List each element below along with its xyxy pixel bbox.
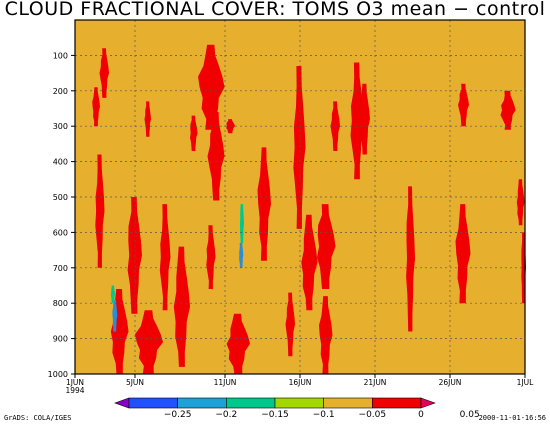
region-13 xyxy=(226,313,250,374)
x-tick-label-4: 21JUN xyxy=(364,378,387,387)
x-tick-label-3: 16JUN xyxy=(289,378,312,387)
colorbar-label-1: −0.2 xyxy=(215,410,237,420)
colorbar-label-5: 0 xyxy=(418,410,424,420)
region-27 xyxy=(500,90,516,130)
colorbar-right-arrow xyxy=(420,397,436,409)
region-30 xyxy=(112,299,118,332)
y-tick-label-2: 300 xyxy=(53,122,68,131)
region-26 xyxy=(458,83,469,127)
colorbar-label-6: 0.05 xyxy=(460,410,480,420)
region-17 xyxy=(293,66,306,229)
x-tick-label-0-line2: 1994 xyxy=(65,386,84,395)
region-28 xyxy=(516,179,525,226)
y-tick-label-9: 1000 xyxy=(48,370,68,379)
y-tick-label-3: 400 xyxy=(53,158,68,167)
region-2 xyxy=(95,154,105,268)
region-0 xyxy=(92,87,100,127)
x-tick-label-6: 1JUL xyxy=(517,378,534,387)
grid-lines xyxy=(75,20,525,374)
colorbar-left-arrow xyxy=(114,397,130,409)
region-23 xyxy=(359,83,370,155)
region-18 xyxy=(301,214,318,311)
colorbar-swatch-3 xyxy=(226,397,276,409)
x-tick-label-0: 1JUN xyxy=(66,378,84,387)
region-10 xyxy=(198,44,225,130)
region-31 xyxy=(110,285,115,304)
y-tick-label-1: 200 xyxy=(53,87,68,96)
colorbar-label-3: −0.1 xyxy=(313,410,335,420)
region-7 xyxy=(159,204,171,311)
y-tick-label-5: 600 xyxy=(53,228,68,237)
colorbar-swatch-1 xyxy=(128,397,178,409)
y-tick-label-7: 800 xyxy=(53,299,68,308)
x-tick-label-1: 5JUN xyxy=(126,378,144,387)
footer-left-credit: GrADS: COLA/IGES xyxy=(4,414,72,422)
colorbar-label-2: −0.15 xyxy=(261,410,289,420)
y-tick-label-8: 900 xyxy=(53,335,68,344)
footer-right-timestamp: 2000-11-01-16:56 xyxy=(478,414,546,422)
y-tick-label-4: 500 xyxy=(53,193,68,202)
region-5 xyxy=(135,310,163,374)
region-24 xyxy=(406,186,415,332)
colorbar-swatch-4 xyxy=(274,397,324,409)
region-16 xyxy=(285,292,295,357)
region-32 xyxy=(239,243,244,268)
y-tick-label-6: 700 xyxy=(53,264,68,273)
region-12 xyxy=(206,225,216,289)
colorbar-label-4: −0.05 xyxy=(359,410,387,420)
x-tick-label-5: 26JUN xyxy=(439,378,462,387)
chart-title: CLOUD FRACTIONAL COVER: TOMS O3 mean − c… xyxy=(4,0,546,20)
colorbar-swatch-2 xyxy=(177,397,227,409)
region-11 xyxy=(207,112,225,201)
region-8 xyxy=(173,246,190,367)
region-20 xyxy=(319,296,333,374)
colorbar-label-0: −0.25 xyxy=(164,410,192,420)
region-6 xyxy=(144,101,151,137)
colorbar-swatch-5 xyxy=(323,397,373,409)
colorbar-swatch-6 xyxy=(372,397,422,409)
y-tick-label-0: 100 xyxy=(53,51,68,60)
x-tick-label-2: 11JUN xyxy=(214,378,237,387)
colorbar: −0.25 −0.2 −0.15 −0.1 −0.05 0 0.05 xyxy=(114,397,480,420)
region-25 xyxy=(455,204,471,304)
region-33 xyxy=(239,204,244,243)
region-9 xyxy=(190,115,198,151)
region-22 xyxy=(350,62,364,180)
region-1 xyxy=(99,48,109,98)
